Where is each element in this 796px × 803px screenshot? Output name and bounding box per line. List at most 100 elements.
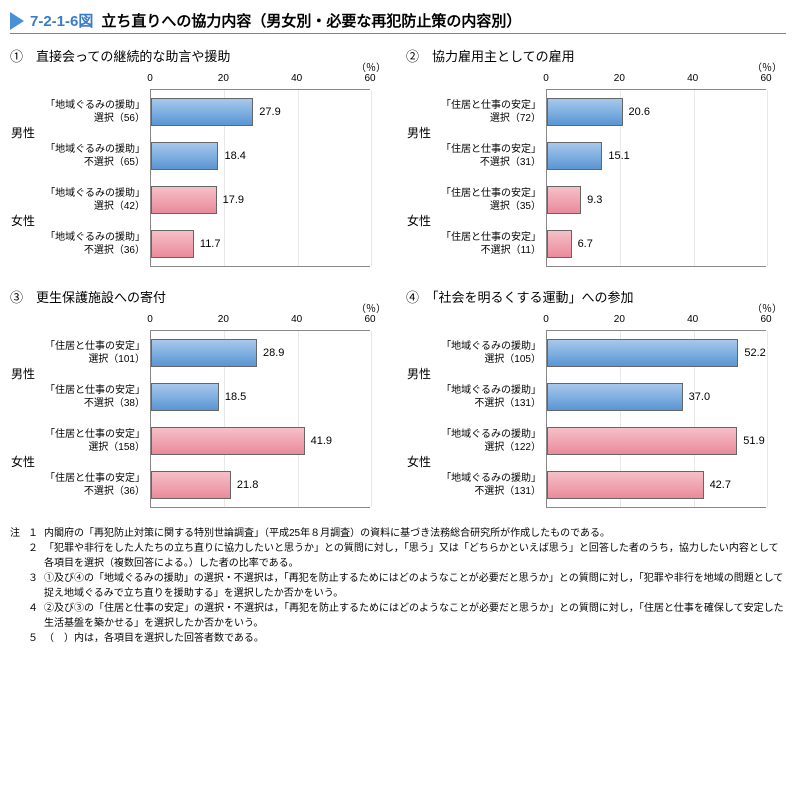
bar-value: 15.1: [608, 150, 629, 162]
bar-row: 「住居と仕事の安定」選択（158）41.9: [151, 419, 370, 463]
footnote-number: ４: [28, 601, 44, 631]
bar-label: 「住居と仕事の安定」不選択（11）: [421, 231, 541, 257]
footnote-row: ３①及び④の「地域ぐるみの援助」の選択・不選択は，「再犯を防止するためにはどのよ…: [10, 571, 786, 601]
bar-value: 41.9: [311, 435, 332, 447]
bar: [547, 186, 581, 214]
bar-label: 「地域ぐるみの援助」不選択（131）: [421, 472, 541, 498]
bar: [151, 230, 194, 258]
gender-label: 男性: [407, 365, 433, 382]
axis-labels: 0204060: [150, 314, 370, 330]
axis-tick: 0: [147, 314, 153, 325]
axis-tick: 40: [291, 73, 302, 84]
title-chevron-icon: [10, 12, 24, 30]
bar-label: 「住居と仕事の安定」選択（101）: [25, 340, 145, 366]
axis-unit: （％）: [752, 300, 782, 315]
chart-plot: 男性「地域ぐるみの援助」選択（105）52.2「地域ぐるみの援助」不選択（131…: [546, 330, 766, 508]
chart-panel: ④ 「社会を明るくする運動」への参加（％）0204060男性「地域ぐるみの援助」…: [406, 287, 786, 508]
axis-labels: 0204060: [150, 73, 370, 89]
bar-value: 28.9: [263, 347, 284, 359]
footnote-row: ２「犯罪や非行をした人たちの立ち直りに協力したいと思うか」との質問に対し，「思う…: [10, 541, 786, 571]
bar-value: 9.3: [587, 194, 602, 206]
bar: [151, 186, 217, 214]
footnote-text: （ ）内は，各項目を選択した回答者数である。: [44, 631, 786, 646]
bar-label: 「地域ぐるみの援助」不選択（36）: [25, 231, 145, 257]
bar-label: 「地域ぐるみの援助」選択（42）: [25, 187, 145, 213]
gender-label: 男性: [407, 124, 433, 141]
axis-unit: （％）: [356, 300, 386, 315]
axis-tick: 0: [543, 73, 549, 84]
figure-title: 立ち直りへの協力内容（男女別・必要な再犯防止策の内容別）: [101, 10, 521, 31]
bar-value: 42.7: [710, 479, 731, 491]
axis-unit: （％）: [356, 59, 386, 74]
axis-labels: 0204060: [546, 73, 766, 89]
gender-label: 女性: [407, 212, 433, 229]
bar-row: 「地域ぐるみの援助」選択（105）52.2: [547, 331, 766, 375]
bar: [547, 230, 572, 258]
bar-value: 20.6: [629, 106, 650, 118]
bar: [151, 339, 257, 367]
bar: [151, 98, 253, 126]
bar-value: 17.9: [223, 194, 244, 206]
bar-row: 「地域ぐるみの援助」選択（42）17.9: [151, 178, 370, 222]
charts-grid: ① 直接会っての継続的な助言や援助（％）0204060男性「地域ぐるみの援助」選…: [10, 46, 786, 508]
axis-labels: 0204060: [546, 314, 766, 330]
footnote-text: ①及び④の「地域ぐるみの援助」の選択・不選択は，「再犯を防止するためにはどのよう…: [44, 571, 786, 601]
bar-label: 「地域ぐるみの援助」選択（56）: [25, 99, 145, 125]
bar: [547, 427, 737, 455]
axis-tick: 40: [687, 73, 698, 84]
bar-row: 「住居と仕事の安定」選択（72）20.6: [547, 90, 766, 134]
bar-label: 「地域ぐるみの援助」不選択（65）: [25, 143, 145, 169]
chart-panel: ③ 更生保護施設への寄付（％）0204060男性「住居と仕事の安定」選択（101…: [10, 287, 390, 508]
gender-label: 男性: [11, 124, 37, 141]
footnote-number: ３: [28, 571, 44, 601]
footnote-row: 注１内閣府の「再犯防止対策に関する特別世論調査」（平成25年８月調査）の資料に基…: [10, 526, 786, 541]
bar-row: 「住居と仕事の安定」選択（35）9.3: [547, 178, 766, 222]
footnote-number: ２: [28, 541, 44, 571]
footnote-number: ５: [28, 631, 44, 646]
bar-value: 27.9: [259, 106, 280, 118]
bar-row: 「地域ぐるみの援助」選択（122）51.9: [547, 419, 766, 463]
bar-row: 「地域ぐるみの援助」不選択（131）37.0: [547, 375, 766, 419]
footnote-marker: [10, 571, 28, 601]
chart-plot: 男性「住居と仕事の安定」選択（101）28.9「住居と仕事の安定」不選択（38）…: [150, 330, 370, 508]
axis-tick: 40: [291, 314, 302, 325]
bar-row: 「地域ぐるみの援助」選択（56）27.9: [151, 90, 370, 134]
bar-label: 「住居と仕事の安定」選択（35）: [421, 187, 541, 213]
bar-row: 「住居と仕事の安定」選択（101）28.9: [151, 331, 370, 375]
axis-tick: 60: [760, 314, 771, 325]
bar-label: 「地域ぐるみの援助」選択（122）: [421, 428, 541, 454]
bar-row: 「住居と仕事の安定」不選択（31）15.1: [547, 134, 766, 178]
footnote-number: １: [28, 526, 44, 541]
bar: [547, 471, 704, 499]
bar: [547, 98, 623, 126]
chart-plot: 男性「地域ぐるみの援助」選択（56）27.9「地域ぐるみの援助」不選択（65）1…: [150, 89, 370, 267]
bar: [547, 383, 683, 411]
bar-label: 「住居と仕事の安定」不選択（36）: [25, 472, 145, 498]
bar-row: 「住居と仕事の安定」不選択（36）21.8: [151, 463, 370, 507]
axis-unit: （％）: [752, 59, 782, 74]
footnote-text: 「犯罪や非行をした人たちの立ち直りに協力したいと思うか」との質問に対し，「思う」…: [44, 541, 786, 571]
bar-label: 「地域ぐるみの援助」選択（105）: [421, 340, 541, 366]
footnote-row: ５（ ）内は，各項目を選択した回答者数である。: [10, 631, 786, 646]
chart-title: ② 協力雇用主としての雇用: [406, 46, 786, 65]
bar: [151, 427, 305, 455]
footnote-marker: [10, 631, 28, 646]
bar: [151, 471, 231, 499]
gender-label: 女性: [11, 453, 37, 470]
bar-row: 「住居と仕事の安定」不選択（38）18.5: [151, 375, 370, 419]
bar-value: 21.8: [237, 479, 258, 491]
bar-row: 「地域ぐるみの援助」不選択（65）18.4: [151, 134, 370, 178]
axis-tick: 0: [543, 314, 549, 325]
bar: [151, 142, 218, 170]
figure-number: 7-2-1-6図: [30, 10, 93, 31]
footnote-text: 内閣府の「再犯防止対策に関する特別世論調査」（平成25年８月調査）の資料に基づき…: [44, 526, 786, 541]
bar-value: 18.5: [225, 391, 246, 403]
footnotes: 注１内閣府の「再犯防止対策に関する特別世論調査」（平成25年８月調査）の資料に基…: [10, 526, 786, 646]
axis-tick: 60: [364, 314, 375, 325]
axis-tick: 20: [614, 73, 625, 84]
gender-label: 男性: [11, 365, 37, 382]
footnote-marker: 注: [10, 526, 28, 541]
footnote-marker: [10, 601, 28, 631]
bar-value: 52.2: [744, 347, 765, 359]
gender-label: 女性: [407, 453, 433, 470]
